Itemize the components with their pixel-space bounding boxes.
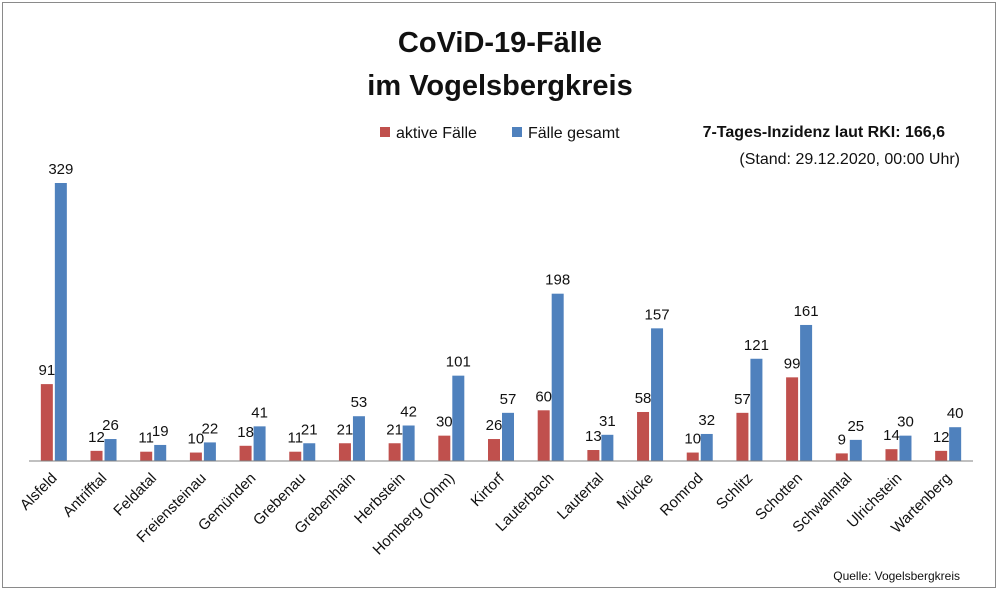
bar-active-grebenau [289, 451, 302, 461]
chart-title-line1: CoViD-19-Fälle [398, 27, 602, 59]
data-label-active-grebenhain: 21 [337, 421, 354, 438]
data-label-active-wartenberg: 12 [933, 429, 950, 446]
legend-swatch-active [380, 127, 390, 137]
data-label-total-alsfeld: 329 [48, 161, 73, 178]
bar-active-schwalmtal [835, 453, 848, 461]
data-label-active-alsfeld: 91 [38, 362, 55, 379]
data-label-active-romrod: 10 [684, 431, 701, 448]
bar-active-freiensteinau [189, 452, 202, 461]
bar-total-ulrichstein [899, 435, 912, 461]
bar-active-gemuenden [239, 445, 252, 461]
bar-active-feldatal [140, 451, 153, 461]
data-label-active-grebenau: 11 [287, 430, 303, 447]
bar-active-homberg-ohm [438, 435, 451, 461]
bar-total-schwalmtal [849, 439, 862, 461]
data-label-total-schotten: 161 [794, 303, 819, 320]
tick-label-schlitz: Schlitz [713, 470, 756, 513]
bar-active-schotten [786, 377, 799, 461]
legend: aktive Fälle Fälle gesamt [380, 125, 620, 142]
data-label-active-kirtorf: 26 [486, 417, 503, 434]
bar-active-ulrichstein [885, 449, 898, 461]
bar-total-alsfeld [54, 183, 67, 461]
bar-active-romrod [686, 452, 699, 461]
data-label-total-schwalmtal: 25 [847, 418, 864, 435]
bar-total-feldatal [154, 444, 167, 461]
data-label-total-lautertal: 31 [599, 413, 616, 430]
data-label-total-gemuenden: 41 [251, 404, 268, 421]
data-label-active-homberg-ohm: 30 [436, 414, 453, 431]
data-label-total-muecke: 157 [645, 306, 670, 323]
data-label-total-herbstein: 42 [400, 404, 417, 421]
data-label-active-herbstein: 21 [386, 421, 403, 438]
tick-label-muecke: Mücke [614, 470, 657, 513]
data-label-active-lautertal: 13 [585, 428, 602, 445]
bar-total-muecke [651, 328, 664, 461]
bar-total-grebenau [303, 443, 316, 461]
bar-total-lauterbach [551, 293, 564, 461]
data-label-total-feldatal: 19 [152, 423, 169, 440]
data-label-total-romrod: 32 [698, 412, 715, 429]
bar-active-grebenhain [338, 443, 351, 461]
bar-active-schlitz [736, 412, 749, 461]
data-label-total-schlitz: 121 [744, 337, 769, 354]
bar-active-lautertal [587, 450, 600, 461]
data-label-total-homberg-ohm: 101 [446, 354, 471, 371]
bar-total-freiensteinau [203, 442, 216, 461]
data-label-total-freiensteinau: 22 [202, 420, 219, 437]
tick-label-feldatal: Feldatal [110, 470, 160, 520]
bar-total-lautertal [601, 434, 614, 461]
bar-active-antrifftal [90, 450, 103, 461]
bar-total-herbstein [402, 425, 415, 461]
data-label-active-lauterbach: 60 [535, 388, 552, 405]
bar-active-lauterbach [537, 410, 550, 461]
legend-label-total: Fälle gesamt [528, 125, 620, 142]
bar-total-romrod [700, 433, 713, 461]
bar-total-kirtorf [502, 412, 514, 461]
data-label-total-wartenberg: 40 [947, 405, 964, 422]
source-text: Quelle: Vogelsbergkreis [833, 569, 960, 583]
bar-active-wartenberg [935, 450, 948, 461]
data-label-active-gemuenden: 18 [237, 424, 254, 441]
bar-total-antrifftal [104, 439, 117, 461]
data-label-active-schlitz: 57 [734, 391, 751, 408]
legend-label-active: aktive Fälle [396, 125, 477, 142]
data-label-active-schwalmtal: 9 [838, 431, 846, 448]
data-label-active-feldatal: 11 [138, 430, 154, 447]
tick-label-antrifftal: Antrifftal [60, 470, 111, 521]
bar-active-kirtorf [488, 439, 500, 461]
bar-total-schlitz [750, 358, 763, 461]
tick-label-romrod: Romrod [657, 470, 707, 520]
data-label-active-freiensteinau: 10 [188, 431, 205, 448]
stand-text: (Stand: 29.12.2020, 00:00 Uhr) [739, 151, 960, 168]
bar-active-alsfeld [40, 384, 53, 461]
bar-active-herbstein [388, 443, 401, 461]
data-label-total-antrifftal: 26 [102, 417, 119, 434]
data-label-active-ulrichstein: 14 [883, 427, 900, 444]
data-label-total-grebenhain: 53 [351, 394, 368, 411]
bar-total-grebenhain [352, 416, 365, 461]
data-label-total-kirtorf: 57 [500, 391, 517, 408]
bar-total-schotten [800, 324, 813, 461]
data-label-total-ulrichstein: 30 [897, 414, 914, 431]
data-label-active-schotten: 99 [784, 355, 801, 372]
incidence-text: 7-Tages-Inzidenz laut RKI: 166,6 [703, 124, 946, 141]
data-label-active-muecke: 58 [635, 390, 652, 407]
tick-label-alsfeld: Alsfeld [17, 470, 61, 514]
tick-label-kirtorf: Kirtorf [468, 469, 509, 510]
data-label-total-lauterbach: 198 [545, 272, 570, 289]
bar-total-gemuenden [253, 426, 266, 461]
bar-total-homberg-ohm [452, 375, 465, 461]
data-label-total-grebenau: 21 [301, 421, 318, 438]
legend-swatch-total [512, 127, 522, 137]
bar-active-muecke [637, 411, 650, 461]
chart-title-line2: im Vogelsbergkreis [367, 70, 632, 102]
bar-total-wartenberg [949, 427, 962, 461]
tick-label-lautertal: Lautertal [554, 470, 607, 523]
data-label-active-antrifftal: 12 [88, 429, 105, 446]
